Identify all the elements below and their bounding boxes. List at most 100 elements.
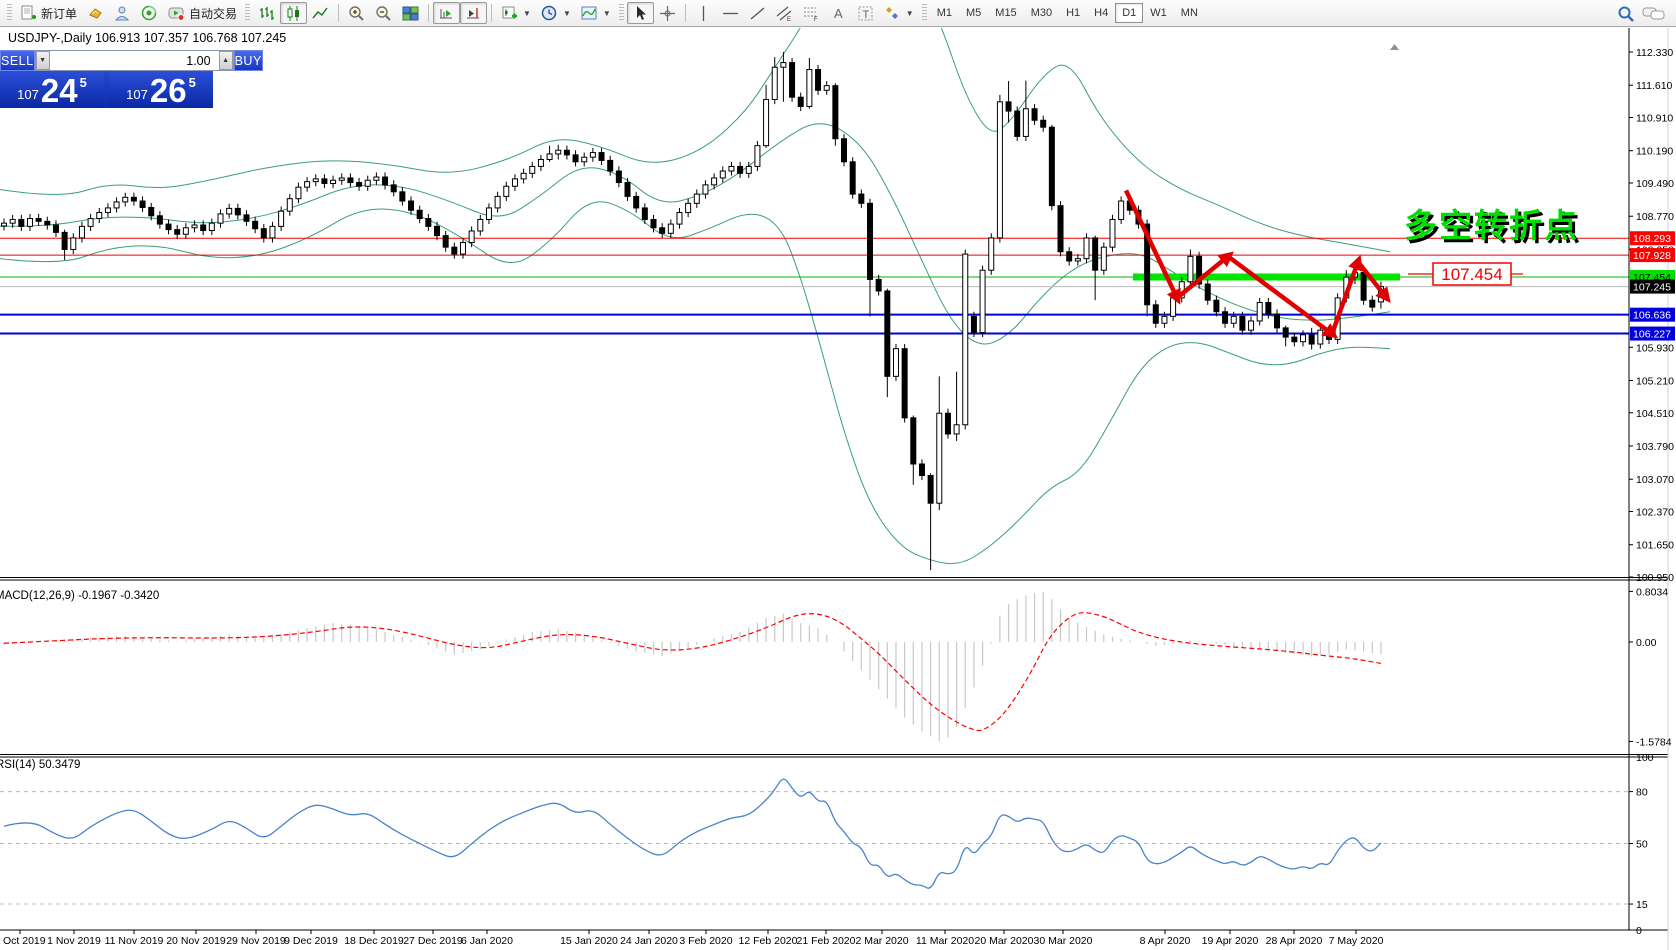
label-icon: T (857, 5, 874, 22)
candle-body (754, 145, 761, 167)
buy-price-figure: 107 (126, 87, 148, 102)
trend-arrow[interactable] (1329, 254, 1363, 335)
trend-arrow[interactable] (1175, 251, 1234, 300)
community-button[interactable] (109, 2, 136, 24)
candle-body (382, 176, 389, 186)
label-tool-button[interactable]: T (852, 2, 879, 24)
date-tick-label: Oct 2019 (3, 935, 46, 947)
date-tick-label: 27 Dec 2019 (403, 935, 463, 947)
tf-button-d1[interactable]: D1 (1115, 3, 1144, 23)
chart-window[interactable]: 多空转折点 多空转折点 107.454 112.330 111.610 110.910 11… (0, 28, 1676, 950)
sell-button[interactable]: SELL (0, 50, 35, 71)
candle-body (1317, 329, 1324, 345)
new-chart-button[interactable]: ▼ (496, 2, 536, 24)
tile-windows-button[interactable] (397, 2, 424, 24)
candle-body (615, 170, 622, 184)
candle-body (719, 170, 726, 179)
channel-icon: E (776, 5, 793, 23)
candlestick-chart-button[interactable] (280, 2, 308, 24)
indicators-button[interactable]: ▼ (576, 2, 616, 24)
fibonacci-tool-button[interactable]: F (798, 2, 825, 24)
line-chart-icon (312, 5, 329, 22)
chat-icon[interactable] (1642, 5, 1666, 22)
candle-body (624, 182, 631, 197)
candle-body (35, 218, 42, 222)
candle-body (1256, 302, 1263, 322)
candle-body (789, 62, 796, 98)
price-tick-label: 100.950 (1636, 572, 1674, 584)
text-tool-button[interactable]: A (825, 2, 852, 24)
tile-windows-icon (402, 5, 419, 22)
zoom-in-button[interactable] (343, 2, 370, 24)
bar-chart-button[interactable] (253, 2, 280, 24)
cursor-button[interactable] (626, 2, 654, 24)
tf-button-h1[interactable]: H1 (1066, 7, 1081, 19)
annotation-text[interactable]: 多空转折点 (1404, 207, 1579, 244)
candle-body (936, 412, 943, 504)
crosshair-button[interactable] (654, 2, 681, 24)
price-tick-label: 104.510 (1636, 408, 1674, 420)
candle-body (364, 179, 371, 187)
trendline-tool-button[interactable] (744, 2, 771, 24)
volume-up-button[interactable]: ▲ (218, 51, 233, 70)
chart-shift-marker[interactable] (1390, 44, 1399, 50)
candle-body (970, 315, 977, 333)
price-tick-label: 111.610 (1636, 80, 1673, 92)
indicators-icon (581, 5, 598, 22)
date-tick-label: 20 Nov 2019 (166, 935, 226, 947)
trend-arrow[interactable] (1356, 260, 1391, 303)
candle-body (641, 207, 648, 220)
sell-price-big: 24 (40, 72, 78, 109)
auto-scroll-button[interactable] (433, 2, 461, 24)
price-chart[interactable]: 多空转折点多空转折点107.454112.330111.610110.91011… (0, 28, 1676, 950)
search-icon[interactable] (1617, 5, 1634, 22)
bollinger-middle-band (0, 123, 1391, 345)
chart-shift-button[interactable] (460, 2, 488, 24)
candle-body (563, 149, 570, 156)
hline-tool-button[interactable] (717, 2, 744, 24)
tf-button-w1[interactable]: W1 (1150, 7, 1167, 19)
bollinger-upper-band (0, 28, 1391, 253)
zoom-out-button[interactable] (370, 2, 397, 24)
autotrading-button[interactable]: 自动交易 (163, 2, 242, 24)
candle-body (338, 177, 345, 181)
new-order-button[interactable]: 新订单 (15, 2, 82, 24)
buy-button[interactable]: BUY (233, 50, 263, 71)
candle-body (1239, 315, 1246, 331)
buy-price[interactable]: 107 26 5 (109, 71, 213, 108)
trend-arrow[interactable] (1226, 254, 1339, 339)
bar-chart-icon (258, 5, 275, 22)
candle-body (728, 165, 735, 172)
level-callout-box[interactable] (1432, 262, 1512, 286)
arrows-icon (884, 5, 901, 22)
tf-button-m30[interactable]: M30 (1030, 7, 1053, 19)
tf-button-m1[interactable]: M1 (936, 7, 952, 19)
tf-button-m15[interactable]: M15 (995, 7, 1017, 19)
tf-button-m5[interactable]: M5 (966, 7, 982, 19)
toolbar-grip (618, 4, 624, 22)
candle-body (780, 62, 787, 68)
trend-arrow[interactable] (1123, 189, 1181, 305)
candle-body (979, 269, 986, 333)
tf-button-h4[interactable]: H4 (1094, 7, 1109, 19)
date-tick-label: 30 Mar 2020 (1034, 935, 1093, 947)
channel-tool-button[interactable]: E (771, 2, 798, 24)
volume-down-button[interactable]: ▼ (35, 51, 50, 70)
new-order-label: 新订单 (41, 6, 78, 21)
date-tick-label: 11 Mar 2020 (916, 935, 974, 947)
sell-price[interactable]: 107 24 5 (0, 71, 104, 108)
period-button[interactable]: ▼ (536, 2, 576, 24)
rsi-tick-label: 0 (1636, 925, 1642, 937)
candle-body (944, 412, 951, 435)
line-chart-button[interactable] (307, 2, 334, 24)
candle-body (1, 222, 7, 227)
candle-body (962, 253, 969, 426)
candle-body (607, 159, 614, 172)
signals-button[interactable] (136, 2, 163, 24)
profile-button[interactable] (82, 2, 109, 24)
community-icon (114, 5, 131, 22)
arrows-tool-button[interactable]: ▼ (879, 2, 919, 24)
vline-tool-button[interactable] (690, 2, 717, 24)
volume-input[interactable] (49, 51, 219, 70)
tf-button-mn[interactable]: MN (1180, 7, 1198, 19)
